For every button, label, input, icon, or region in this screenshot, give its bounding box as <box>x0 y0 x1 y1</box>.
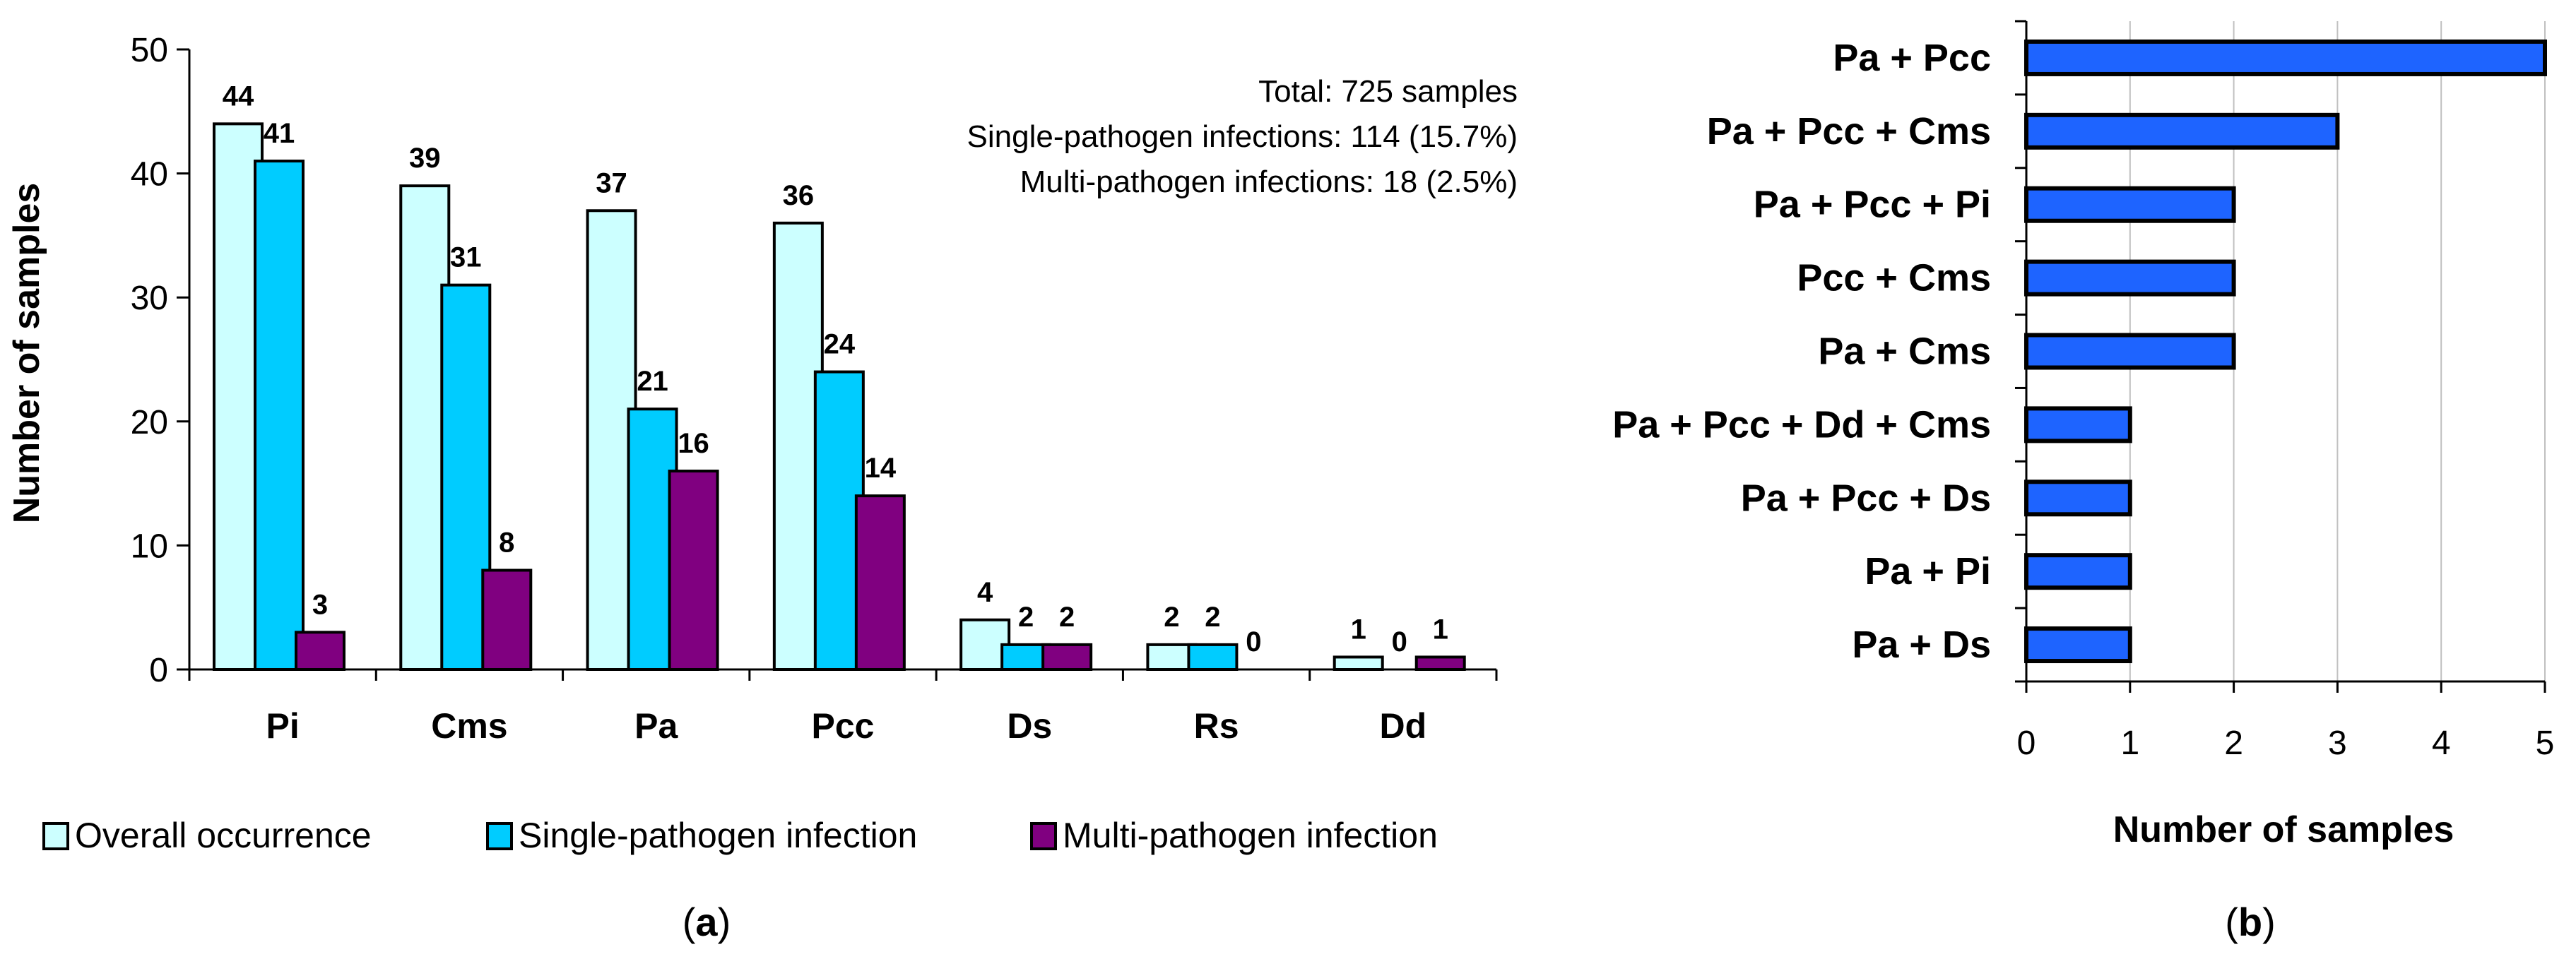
bars <box>2024 39 2547 664</box>
hbar <box>2024 39 2547 76</box>
hbar <box>2024 480 2132 517</box>
x-category-label: Pi <box>266 706 300 746</box>
y-category-label: Pa + Cms <box>1818 330 1991 373</box>
bar <box>1414 655 1466 672</box>
x-axis-title: Number of samples <box>2113 809 2454 850</box>
bar-value-label: 39 <box>409 143 441 174</box>
bar <box>1333 655 1384 672</box>
x-category-label: Cms <box>431 706 507 746</box>
y-category-label: Pa + Pcc + Ds <box>1741 477 1991 519</box>
y-axis-title: Number of samples <box>6 183 47 524</box>
bar-value-label: 4 <box>977 577 993 608</box>
annotation-single: Single-pathogen infections: 114 (15.7%) <box>967 119 1518 154</box>
caption-b: (b) <box>2225 900 2276 944</box>
x-tick-label: 1 <box>2120 725 2139 762</box>
hbar <box>2024 186 2236 223</box>
y-category-label: Pa + Ds <box>1852 624 1991 666</box>
y-category-label: Pcc + Cms <box>1797 257 1991 299</box>
y-category-label: Pa + Pcc <box>1833 37 1991 79</box>
hbar <box>2024 259 2236 297</box>
legend: Overall occurrence Single-pathogen infect… <box>42 816 1438 855</box>
bar-value-label: 1 <box>1351 614 1366 645</box>
bar-value-label: 44 <box>223 81 254 112</box>
y-tick-label: 0 <box>149 652 168 689</box>
bar-value-label: 2 <box>1205 602 1220 633</box>
bar <box>295 631 345 672</box>
x-axis-ticks: 0 1 2 3 4 5 <box>2015 20 2555 762</box>
hbar <box>2024 406 2132 443</box>
x-tick-label: 5 <box>2536 725 2555 762</box>
bar-value-label: 37 <box>596 167 627 198</box>
x-tick-label: 4 <box>2432 725 2451 762</box>
legend-label: Multi-pathogen infection <box>1063 816 1438 855</box>
x-axis-ticks <box>188 669 1498 681</box>
y-tick-label: 20 <box>131 404 168 441</box>
legend-swatch <box>486 822 513 850</box>
bar-value-label: 31 <box>450 242 482 273</box>
x-axis-categories: Pi Cms Pa Pcc Ds Rs Dd <box>266 706 1427 746</box>
y-category-label: Pa + Pcc + Dd + Cms <box>1612 403 1991 446</box>
x-category-label: Ds <box>1007 706 1052 746</box>
bar <box>1187 643 1239 672</box>
x-category-label: Pa <box>634 706 678 746</box>
y-tick-label: 40 <box>131 156 168 193</box>
bar-value-label: 0 <box>1246 626 1261 657</box>
bar-value-label: 2 <box>1018 602 1034 633</box>
panel-b-chart: 0 1 2 3 4 5 Pa + Pcc Pa + Pcc + Cms Pa + Pcc + … <box>1612 20 2555 944</box>
y-tick-label: 30 <box>131 280 168 317</box>
bar-value-label: 3 <box>312 589 328 620</box>
x-tick-label: 2 <box>2224 725 2243 762</box>
hbar <box>2024 626 2132 664</box>
bar-value-label: 14 <box>865 453 897 484</box>
hbar <box>2024 112 2340 150</box>
y-tick-label: 50 <box>131 32 168 69</box>
hbar <box>2024 333 2236 370</box>
y-axis-ticks: 0 10 20 30 40 50 <box>131 32 189 689</box>
x-category-label: Rs <box>1194 706 1239 746</box>
annotation-multi: Multi-pathogen infections: 18 (2.5%) <box>1020 165 1518 199</box>
x-tick-label: 3 <box>2328 725 2347 762</box>
bars <box>213 122 1466 672</box>
y-category-label: Pa + Pi <box>1865 550 1991 592</box>
bar-value-label: 41 <box>264 118 295 149</box>
bar-value-label: 24 <box>824 329 856 360</box>
bar <box>481 568 533 672</box>
x-category-label: Pcc <box>812 706 875 746</box>
hbar <box>2024 553 2132 590</box>
bar-value-label: 1 <box>1433 614 1448 645</box>
bar <box>854 494 906 671</box>
y-axis-categories: Pa + Pcc Pa + Pcc + Cms Pa + Pcc + Pi Pcc +… <box>1612 37 1991 666</box>
legend-label: Overall occurrence <box>75 816 372 855</box>
bar-value-label: 8 <box>499 528 514 559</box>
legend-swatch <box>42 822 69 850</box>
legend-label: Single-pathogen infection <box>519 816 917 855</box>
bar <box>1041 643 1093 672</box>
legend-swatch <box>1030 822 1057 850</box>
bar-value-label: 0 <box>1392 626 1407 657</box>
bar-value-label: 16 <box>678 428 709 459</box>
x-category-label: Dd <box>1380 706 1427 746</box>
y-category-label: Pa + Pcc + Cms <box>1707 110 1991 153</box>
bar-value-label: 2 <box>1164 602 1179 633</box>
y-category-label: Pa + Pcc + Pi <box>1754 184 1991 226</box>
bar <box>668 470 719 671</box>
bar-value-label: 21 <box>637 366 668 397</box>
bar-value-label: 2 <box>1059 602 1075 633</box>
bar-value-label: 36 <box>783 180 815 211</box>
x-tick-label: 0 <box>2017 725 2036 762</box>
annotation-total: Total: 725 samples <box>1258 74 1518 109</box>
y-tick-label: 10 <box>131 528 168 565</box>
caption-a: (a) <box>683 900 731 944</box>
bar <box>254 160 305 672</box>
